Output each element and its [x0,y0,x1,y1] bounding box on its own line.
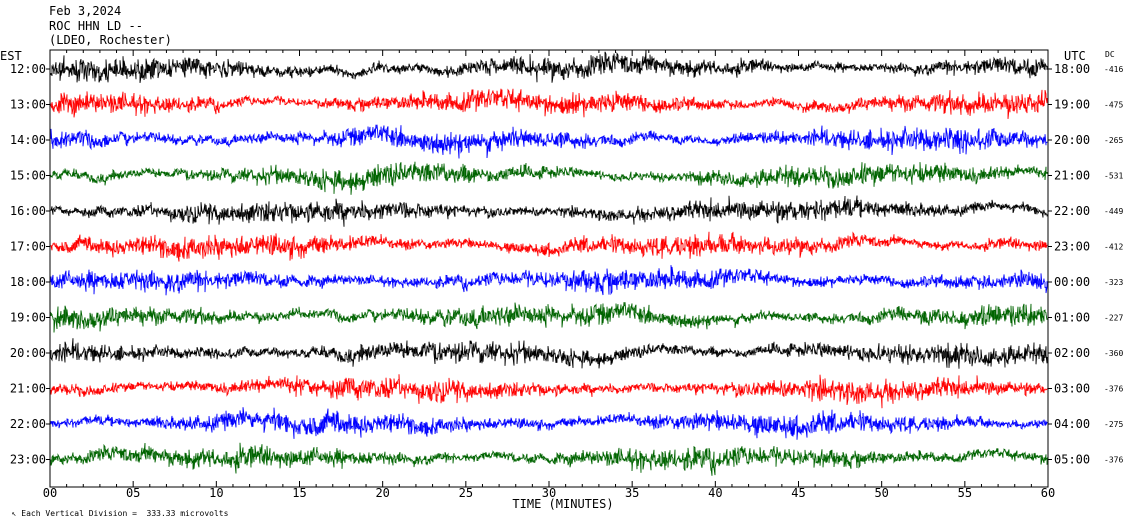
scale-note: ↖ Each Vertical Division = 333.33 microv… [2,500,229,518]
x-tick-label: 15 [292,486,306,500]
x-tick-label: 55 [958,486,972,500]
utc-hour-label: 23:00 [1054,240,1090,254]
x-tick-label: 60 [1041,486,1055,500]
trace-row-1 [50,50,1048,83]
dc-offset-label: -475 [1104,101,1123,110]
est-hour-label: 16:00 [10,204,46,218]
station-date: Feb 3,2024 [49,4,122,18]
dc-offset-label: -531 [1104,172,1123,181]
utc-hour-label: 01:00 [1054,311,1090,325]
dc-offset-label: -376 [1104,456,1123,465]
utc-hour-label: 18:00 [1054,62,1090,76]
trace-row-9 [50,338,1048,369]
trace-row-8 [50,302,1048,333]
dc-header-label: DC [1105,50,1115,59]
dc-offset-label: -376 [1104,385,1123,394]
trace-row-12 [50,442,1048,476]
utc-hour-label: 21:00 [1054,169,1090,183]
est-hour-label: 23:00 [10,453,46,467]
est-hour-label: 15:00 [10,169,46,183]
scale-note-text: Each Vertical Division = 333.33 microvol… [21,509,229,518]
dc-offset-label: -360 [1104,349,1123,358]
dc-offset-label: -275 [1104,420,1123,429]
est-hour-label: 20:00 [10,346,46,360]
tick-layer [46,50,1052,487]
est-hour-label: 17:00 [10,240,46,254]
scale-marker-icon: ↖ [11,509,17,518]
utc-hour-label: 00:00 [1054,275,1090,289]
dc-offset-label: -449 [1104,207,1123,216]
utc-hour-label: 04:00 [1054,417,1090,431]
x-tick-label: 30 [542,486,556,500]
dc-offset-label: -416 [1104,65,1123,74]
trace-row-3 [50,124,1048,159]
est-hour-label: 21:00 [10,382,46,396]
trace-row-4 [50,161,1048,195]
utc-hour-label: 22:00 [1054,204,1090,218]
trace-row-10 [50,374,1048,409]
est-hour-label: 18:00 [10,275,46,289]
utc-hour-label: 03:00 [1054,382,1090,396]
trace-layer [50,50,1048,476]
station-network: (LDEO, Rochester) [49,33,172,47]
left-timezone-label: EST [0,49,22,63]
utc-hour-label: 19:00 [1054,98,1090,112]
trace-row-7 [50,265,1048,296]
x-tick-label: 10 [209,486,223,500]
trace-row-6 [50,231,1048,262]
x-axis-title: TIME (MINUTES) [512,497,613,511]
x-tick-label: 05 [126,486,140,500]
dc-offset-label: -323 [1104,278,1123,287]
x-tick-label: 25 [459,486,473,500]
dc-offset-label: -265 [1104,136,1123,145]
dc-offset-label: -227 [1104,314,1123,323]
est-hour-label: 12:00 [10,62,46,76]
est-hour-label: 14:00 [10,133,46,147]
est-hour-label: 22:00 [10,417,46,431]
x-tick-label: 00 [43,486,57,500]
est-hour-label: 19:00 [10,311,46,325]
x-tick-label: 35 [625,486,639,500]
dc-offset-label: -412 [1104,243,1123,252]
utc-hour-label: 02:00 [1054,346,1090,360]
trace-row-2 [50,88,1048,119]
utc-hour-label: 05:00 [1054,453,1090,467]
x-tick-label: 45 [791,486,805,500]
utc-hour-label: 20:00 [1054,133,1090,147]
x-tick-label: 40 [708,486,722,500]
trace-row-11 [50,407,1048,440]
right-timezone-label: UTC [1064,49,1086,63]
label-layer: 12:00 18:00 -416 13:00 19:00 -475 14:00 20:00 -2… [10,62,1124,500]
trace-row-5 [50,195,1048,227]
station-code: ROC HHN LD -- [49,19,143,33]
x-tick-label: 50 [874,486,888,500]
est-hour-label: 13:00 [10,98,46,112]
x-tick-label: 20 [375,486,389,500]
